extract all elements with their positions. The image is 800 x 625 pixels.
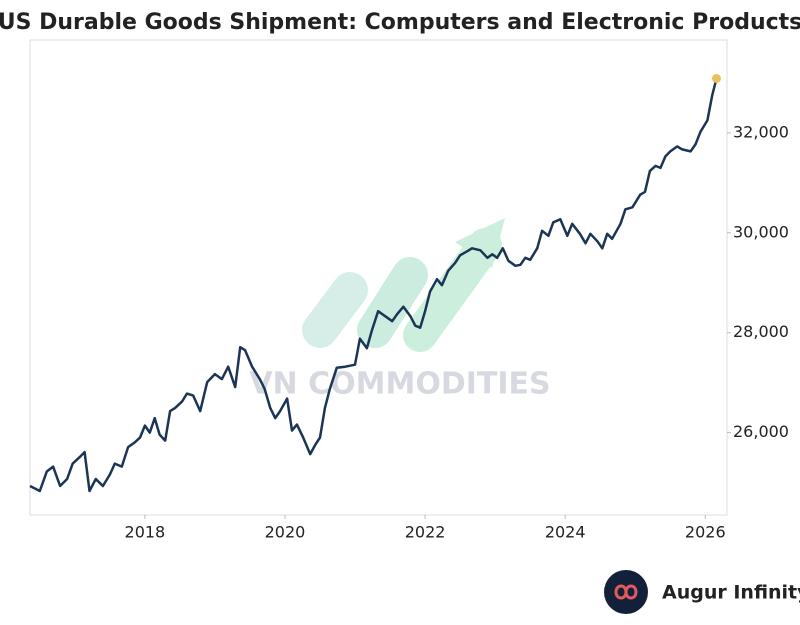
brand-icon [614, 584, 638, 600]
brand: Augur Infinity [604, 570, 800, 614]
x-tick-label: 2020 [265, 523, 306, 542]
end-marker [711, 73, 721, 83]
plot-frame [29, 39, 728, 516]
y-tick-label: 26,000 [733, 422, 789, 441]
watermark-shape [302, 272, 368, 348]
x-tick-label: 2018 [125, 523, 166, 542]
watermark-shape [403, 228, 502, 352]
x-tick-label: 2026 [685, 523, 726, 542]
watermark-shape [357, 257, 428, 348]
y-tick-label: 32,000 [733, 122, 789, 141]
line [29, 78, 718, 493]
x-tick-label: 2022 [405, 523, 446, 542]
brand-name: Augur Infinity [662, 582, 800, 604]
y-tick-label: 30,000 [733, 222, 789, 241]
chart-title: US Durable Goods Shipment: Computers and… [0, 10, 800, 35]
x-tick-label: 2024 [545, 523, 586, 542]
y-tick-label: 28,000 [733, 322, 789, 341]
watermark-text: VN COMMODITIES [249, 367, 550, 402]
